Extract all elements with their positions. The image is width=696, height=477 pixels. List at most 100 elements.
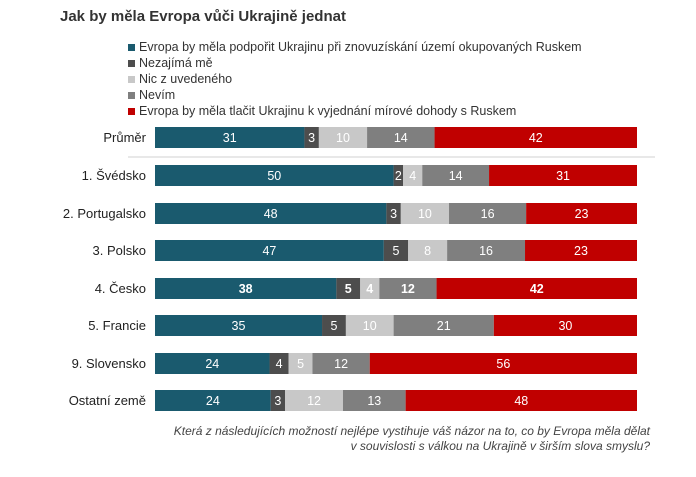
data-label: 21: [437, 319, 451, 333]
legend-item: Nevím: [128, 87, 582, 103]
legend-swatch: [128, 75, 135, 83]
legend-item: Evropa by měla podpořit Ukrajinu při zno…: [128, 39, 582, 55]
bar-segment: [312, 353, 370, 374]
legend-label: Nevím: [139, 88, 176, 102]
bar-segment: [403, 165, 423, 186]
data-label: 16: [481, 207, 495, 221]
chart-title: Jak by měla Evropa vůči Ukrajině jednat: [60, 8, 346, 25]
category-label: 9. Slovensko: [72, 356, 146, 371]
data-label: 12: [307, 394, 321, 408]
bar-segment: [288, 353, 313, 374]
data-label: 12: [334, 357, 348, 371]
legend-item: Nezajímá mě: [128, 55, 582, 71]
data-label: 14: [449, 169, 463, 183]
data-label: 4: [366, 282, 373, 296]
bar-segment: [155, 353, 270, 374]
data-label: 5: [330, 319, 337, 333]
bar-segment: [285, 390, 343, 411]
category-label: 1. Švédsko: [82, 168, 146, 183]
bar-segment: [405, 390, 637, 411]
bar-segment: [434, 127, 637, 148]
legend-swatch: [128, 43, 135, 51]
data-label: 4: [409, 169, 416, 183]
category-label: 2. Portugalsko: [63, 206, 146, 221]
data-label: 56: [496, 357, 510, 371]
bar-segment: [360, 278, 380, 299]
bar-segment: [526, 203, 637, 224]
bar-segment: [269, 353, 289, 374]
legend-label: Nezajímá mě: [139, 56, 213, 70]
data-label: 10: [418, 207, 432, 221]
bar-segment: [386, 203, 401, 224]
data-label: 10: [336, 131, 350, 145]
bar-segment: [155, 315, 323, 336]
bar-segment: [393, 315, 494, 336]
data-label: 23: [575, 207, 589, 221]
bar-segment: [379, 278, 437, 299]
data-label: 8: [424, 244, 431, 258]
bar-segment: [304, 127, 319, 148]
bar-segment: [336, 278, 361, 299]
data-label: 35: [232, 319, 246, 333]
legend-item: Evropa by měla tlačit Ukrajinu k vyjedná…: [128, 103, 582, 119]
legend-swatch: [128, 107, 135, 115]
bar-segment: [155, 390, 271, 411]
bar-segment: [400, 203, 450, 224]
bar-segment: [489, 165, 637, 186]
bar-segment: [155, 278, 337, 299]
legend-label: Nic z uvedeného: [139, 72, 233, 86]
data-label: 14: [394, 131, 408, 145]
bar-segment: [422, 165, 490, 186]
bar-segment: [155, 240, 384, 261]
category-label: 5. Francie: [88, 318, 146, 333]
bar-segment: [493, 315, 637, 336]
data-label: 50: [267, 169, 281, 183]
data-label: 30: [558, 319, 572, 333]
data-label: 24: [205, 357, 219, 371]
data-label: 5: [393, 244, 400, 258]
bar-segment: [525, 240, 637, 261]
bar-segment: [449, 203, 527, 224]
data-label: 4: [276, 357, 283, 371]
data-label: 24: [206, 394, 220, 408]
data-label: 48: [264, 207, 278, 221]
data-label: 10: [363, 319, 377, 333]
legend: Evropa by měla podpořit Ukrajinu při zno…: [128, 39, 582, 119]
data-label: 5: [297, 357, 304, 371]
bar-segment: [367, 127, 435, 148]
data-label: 12: [401, 282, 415, 296]
bar-segment: [155, 203, 387, 224]
data-label: 31: [223, 131, 237, 145]
data-label: 16: [479, 244, 493, 258]
legend-swatch: [128, 59, 135, 67]
data-label: 23: [574, 244, 588, 258]
bar-segment: [408, 240, 448, 261]
data-label: 5: [345, 282, 352, 296]
legend-label: Evropa by měla podpořit Ukrajinu při zno…: [139, 40, 582, 54]
category-label: 3. Polsko: [93, 243, 146, 258]
bar-segment: [270, 390, 286, 411]
bar-segment: [369, 353, 637, 374]
data-label: 3: [390, 207, 397, 221]
category-label: 4. Česko: [95, 281, 146, 296]
data-label: 3: [274, 394, 281, 408]
bar-segment: [447, 240, 526, 261]
bar-segment: [322, 315, 346, 336]
data-label: 47: [262, 244, 276, 258]
data-label: 42: [530, 282, 544, 296]
data-label: 48: [514, 394, 528, 408]
data-label: 3: [308, 131, 315, 145]
data-label: 13: [367, 394, 381, 408]
bar-segment: [436, 278, 637, 299]
bar-segment: [155, 127, 305, 148]
category-label: Ostatní země: [69, 393, 146, 408]
bar-segment: [345, 315, 394, 336]
bar-segment: [383, 240, 409, 261]
legend-swatch: [128, 91, 135, 99]
data-label: 42: [529, 131, 543, 145]
bar-segment: [342, 390, 406, 411]
data-label: 38: [239, 282, 253, 296]
bar-segment: [318, 127, 368, 148]
